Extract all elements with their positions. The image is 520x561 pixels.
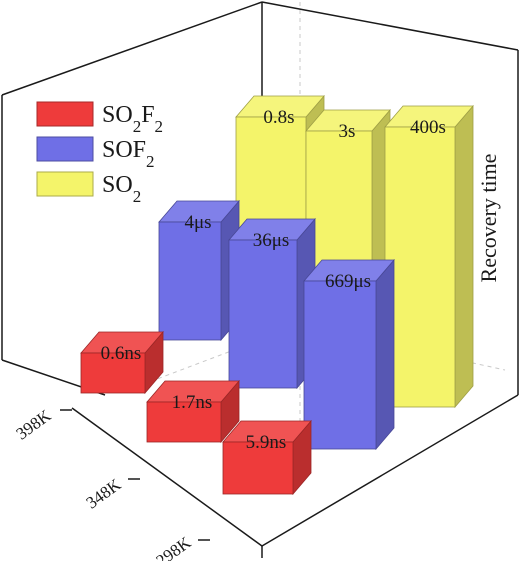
bar-sof2-348k: 36μs: [228, 217, 316, 390]
data-label: 400s: [410, 117, 446, 138]
bar-so2f2-348k: 1.7ns: [146, 379, 240, 444]
legend-label-sof2: SOF2: [102, 137, 155, 171]
data-label: 36μs: [253, 230, 290, 251]
data-label: 669μs: [325, 271, 371, 292]
data-label: 3s: [339, 121, 356, 142]
bar-sof2-398k: 4μs: [158, 199, 240, 342]
legend-swatch-so2: [36, 171, 94, 197]
axis-ticks: [60, 409, 210, 541]
data-label: 0.8s: [263, 107, 294, 128]
bar-sof2-298k: 669μs: [303, 258, 395, 451]
legend-swatch-so2f2: [36, 101, 94, 127]
bar-so2f2-398k: 0.6ns: [80, 330, 164, 395]
category-label-398k: 398K: [13, 405, 55, 443]
legend-label-so2f2: SO2F2: [102, 102, 163, 136]
z-axis-label: Recovery time: [476, 154, 501, 283]
data-label: 0.6ns: [101, 343, 142, 364]
category-label-298k: 298K: [153, 532, 195, 561]
bar-so2f2-298k: 5.9ns: [222, 419, 312, 496]
data-label: 4μs: [184, 212, 211, 233]
legend-swatch-sof2: [36, 136, 94, 162]
category-label-348k: 348K: [83, 474, 125, 512]
legend-label-so2: SO2: [102, 172, 141, 206]
data-label: 5.9ns: [246, 432, 287, 453]
data-label: 1.7ns: [172, 392, 213, 413]
bar-so2-298k: 400s: [384, 104, 474, 409]
bars: 0.8s 3s 4μs 36μs 0.6ns 400s 1.7ns 669μs 5.9ns: [80, 94, 474, 496]
